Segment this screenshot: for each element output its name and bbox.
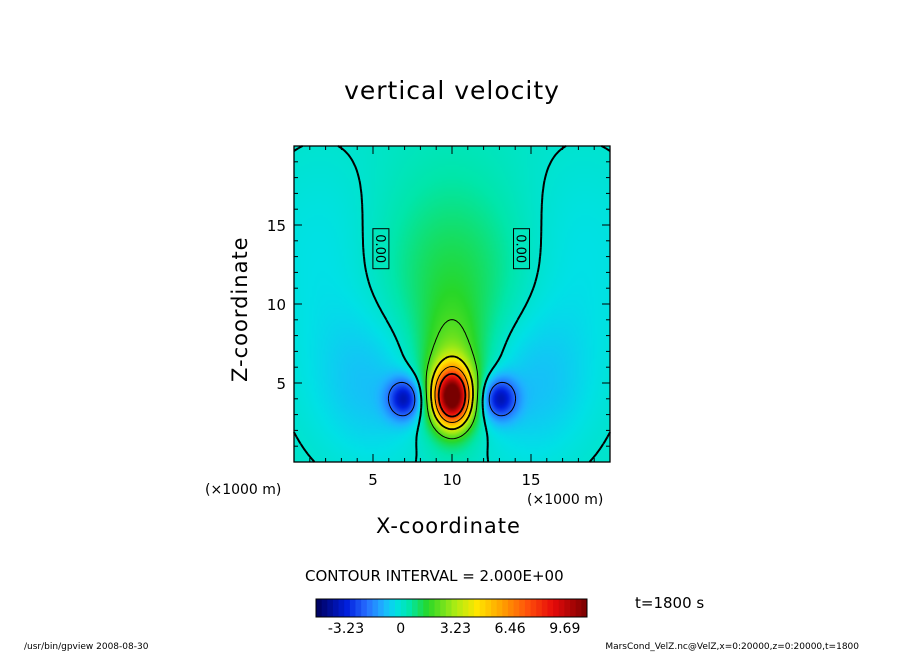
contour-line [425, 319, 479, 440]
colorbar-bin [547, 599, 554, 617]
contour-line [434, 366, 470, 423]
x-tick-label: 10 [442, 471, 461, 489]
y-tick-label: 15 [267, 217, 286, 235]
contour-label-background [372, 228, 390, 270]
y-tick-label: 10 [267, 296, 286, 314]
colorbar-bin [462, 599, 469, 617]
colorbar-bin [327, 599, 334, 617]
colorbar-bin [468, 599, 475, 617]
velocity-field [294, 146, 610, 462]
colorbar-bin [378, 599, 385, 617]
colorbar: -3.23 0 3.23 6.46 9.69 [315, 598, 588, 637]
colorbar-tick-label: 0 [396, 621, 405, 637]
x-tick-label: 15 [521, 471, 540, 489]
colorbar-tick-label: 6.46 [495, 621, 526, 637]
colorbar-bin [491, 599, 498, 617]
contour-label-background [513, 228, 531, 270]
colorbar-frame [315, 598, 588, 618]
colorbar-bin [553, 599, 560, 617]
colorbar-bin [536, 599, 543, 617]
colorbar-bin [389, 599, 396, 617]
colorbar-tick-label: -3.23 [328, 621, 364, 637]
colorbar-bin [451, 599, 458, 617]
colorbar-bin [316, 599, 323, 617]
footer-left: /usr/bin/gpview 2008-08-30 [24, 642, 149, 652]
colorbar-bin [417, 599, 424, 617]
x-axis-unit-left: (×1000 m) [205, 482, 282, 498]
colorbar-bin [434, 599, 441, 617]
chart-title: vertical velocity [344, 76, 560, 105]
colorbar-bin [428, 599, 435, 617]
contour-lines: 0.00 0.00 [293, 145, 611, 463]
colorbar-bin [406, 599, 413, 617]
colorbar-tick-label: 9.69 [549, 621, 580, 637]
colorbar-bin [575, 599, 582, 617]
contour-label: 0.00 [513, 234, 528, 263]
contour-line [387, 381, 517, 417]
colorbar-bin [349, 599, 356, 617]
colorbar-tick-label: 3.23 [440, 621, 471, 637]
contour-interval-label: CONTOUR INTERVAL = 2.000E+00 [305, 567, 564, 585]
contour-line [430, 355, 474, 431]
colorbar-bin [423, 599, 430, 617]
colorbar-bin [366, 599, 373, 617]
colorbar-bin [332, 599, 339, 617]
colorbar-bin [479, 599, 486, 617]
contour-line [437, 372, 467, 418]
time-label: t=1800 s [635, 594, 705, 612]
colorbar-bin [411, 599, 419, 617]
colorbar-bin [564, 599, 571, 617]
colorbar-bin [485, 599, 492, 617]
colorbar-bin [570, 599, 577, 617]
colorbar-bin [344, 599, 351, 617]
colorbar-bin [513, 599, 520, 617]
colorbar-bin [474, 599, 481, 617]
footer-right: MarsCond_VelZ.nc@VelZ,x=0:20000,z=0:2000… [605, 642, 859, 652]
colorbar-bin [581, 599, 588, 617]
colorbar-bin [558, 599, 565, 617]
colorbar-bin [507, 599, 515, 617]
colorbar-bin [524, 599, 531, 617]
colorbar-bin [519, 599, 526, 617]
colorbar-bin [321, 599, 328, 617]
colorbar-bin [338, 599, 345, 617]
contour-line [293, 145, 611, 463]
colorbar-bin [440, 599, 447, 617]
x-tick-label: 5 [368, 471, 378, 489]
colorbar-bin [457, 599, 464, 617]
colorbar-bin [445, 599, 452, 617]
colorbar-bin [541, 599, 548, 617]
colorbar-bin [383, 599, 390, 617]
colorbar-bin [355, 599, 362, 617]
axis-ticks: 5 10 15 5 10 15 [267, 146, 610, 489]
colorbar-bin [502, 599, 509, 617]
colorbar-bin [361, 599, 368, 617]
x-axis-unit-right: (×1000 m) [527, 492, 604, 508]
colorbar-bin [395, 599, 402, 617]
x-axis-label: X-coordinate [376, 514, 521, 538]
colorbar-bin [496, 599, 503, 617]
colorbar-bin [400, 599, 407, 617]
contour-label: 0.00 [372, 234, 387, 263]
colorbar-bin [372, 599, 379, 617]
colorbar-bin [530, 599, 537, 617]
y-tick-label: 5 [276, 375, 286, 393]
